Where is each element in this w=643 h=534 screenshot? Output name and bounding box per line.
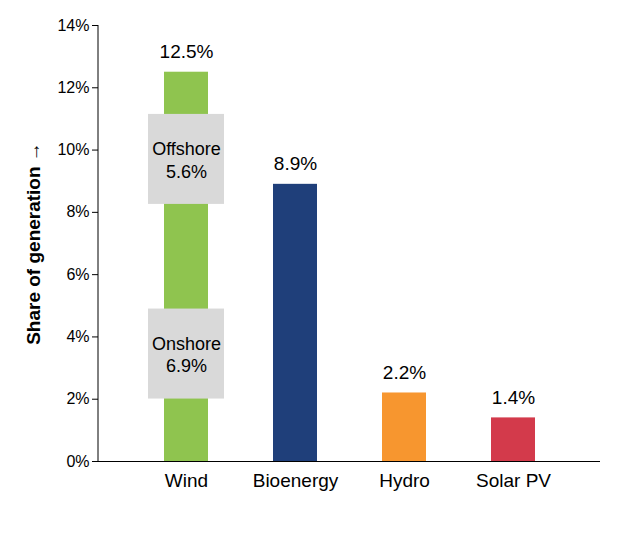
svg-text:4%: 4% <box>66 328 89 345</box>
svg-text:2%: 2% <box>66 390 89 407</box>
svg-text:Hydro: Hydro <box>379 470 430 491</box>
svg-text:Offshore5.6%: Offshore5.6% <box>152 139 221 182</box>
svg-text:1.4%: 1.4% <box>492 387 535 408</box>
svg-text:12.5%: 12.5% <box>160 41 214 62</box>
svg-text:8.9%: 8.9% <box>274 153 317 174</box>
svg-text:Bioenergy: Bioenergy <box>253 470 339 491</box>
svg-text:14%: 14% <box>57 17 89 34</box>
svg-text:Onshore6.9%: Onshore6.9% <box>152 334 221 377</box>
svg-text:10%: 10% <box>57 141 89 158</box>
svg-text:2.2%: 2.2% <box>383 362 426 383</box>
svg-text:Wind: Wind <box>165 470 208 491</box>
svg-text:0%: 0% <box>66 453 89 470</box>
svg-text:6%: 6% <box>66 266 89 283</box>
svg-text:Solar PV: Solar PV <box>476 470 551 491</box>
svg-text:8%: 8% <box>66 203 89 220</box>
svg-text:Share of generation →: Share of generation → <box>23 142 44 345</box>
svg-text:12%: 12% <box>57 79 89 96</box>
